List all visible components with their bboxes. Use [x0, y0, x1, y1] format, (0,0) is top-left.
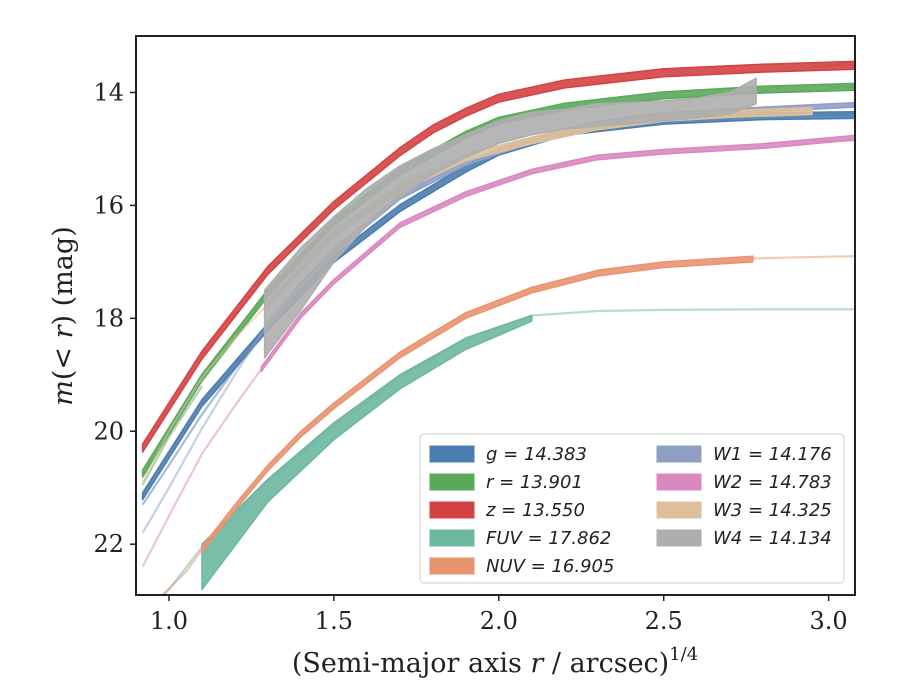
series-z-band — [141, 60, 855, 453]
legend-swatch-g — [429, 445, 475, 463]
series-w4 — [263, 77, 757, 359]
legend-swatch-r — [429, 473, 475, 491]
x-tick-label: 1.5 — [315, 607, 353, 635]
legend: g = 14.383 r = 13.901 z = 13.550 FUV = 17.8… — [419, 433, 845, 584]
x-tick-label: 1.0 — [150, 607, 188, 635]
legend-swatch-w3 — [656, 501, 702, 519]
y-axis-title: m(< r) (mag) — [48, 226, 79, 405]
series-z — [141, 60, 855, 453]
legend-label-w2: W2 = 14.783 — [713, 472, 832, 493]
series-r-faint-line — [141, 385, 203, 486]
series-w3-faint-line — [141, 303, 269, 483]
legend-swatch-fuv — [429, 529, 475, 547]
series-w2-band — [260, 134, 855, 373]
series-layer — [141, 60, 855, 595]
legend-label-nuv: NUV = 16.905 — [486, 556, 614, 577]
x-axis-title: (Semi-major axis r / arcsec)1/4 — [292, 644, 698, 679]
x-tick-label: 2.5 — [645, 607, 683, 635]
series-nuv — [161, 255, 855, 595]
legend-swatch-w1 — [656, 445, 702, 463]
y-tick-label: 14 — [93, 78, 124, 106]
legend-frame — [419, 433, 845, 584]
legend-swatch-w2 — [656, 473, 702, 491]
series-w2 — [141, 134, 855, 568]
legend-label-z: z = 13.550 — [485, 500, 585, 521]
y-tick-label: 20 — [93, 417, 124, 445]
y-tick-label: 22 — [93, 530, 124, 558]
tick-layer: 1.0 1.5 2.0 2.5 3.0 14 16 18 20 22 — [93, 78, 847, 635]
legend-label-fuv: FUV = 17.862 — [486, 528, 611, 549]
series-nuv-faint-tail — [752, 255, 855, 260]
series-w1-faint-line — [141, 323, 269, 534]
legend-label-w3: W3 = 14.325 — [713, 500, 832, 521]
series-w2-faint-line — [141, 368, 263, 568]
legend-swatch-z — [429, 501, 475, 519]
legend-label-g: g = 14.383 — [486, 444, 587, 465]
plot-frame — [135, 35, 856, 596]
legend-label-r: r = 13.901 — [486, 472, 583, 493]
series-nuv-band — [201, 255, 754, 554]
x-tick-label: 2.0 — [480, 607, 518, 635]
series-fuv-band — [201, 314, 533, 591]
y-tick-label: 18 — [93, 304, 124, 332]
legend-label-w1: W1 = 14.176 — [713, 444, 832, 465]
series-w4-band — [263, 77, 757, 359]
x-tick-label: 3.0 — [810, 607, 848, 635]
legend-swatch-w4 — [656, 529, 702, 547]
legend-label-w4: W4 = 14.134 — [713, 528, 832, 549]
series-nuv-faint-line — [161, 549, 203, 595]
legend-swatch-nuv — [429, 557, 475, 575]
y-tick-label: 16 — [93, 191, 124, 219]
